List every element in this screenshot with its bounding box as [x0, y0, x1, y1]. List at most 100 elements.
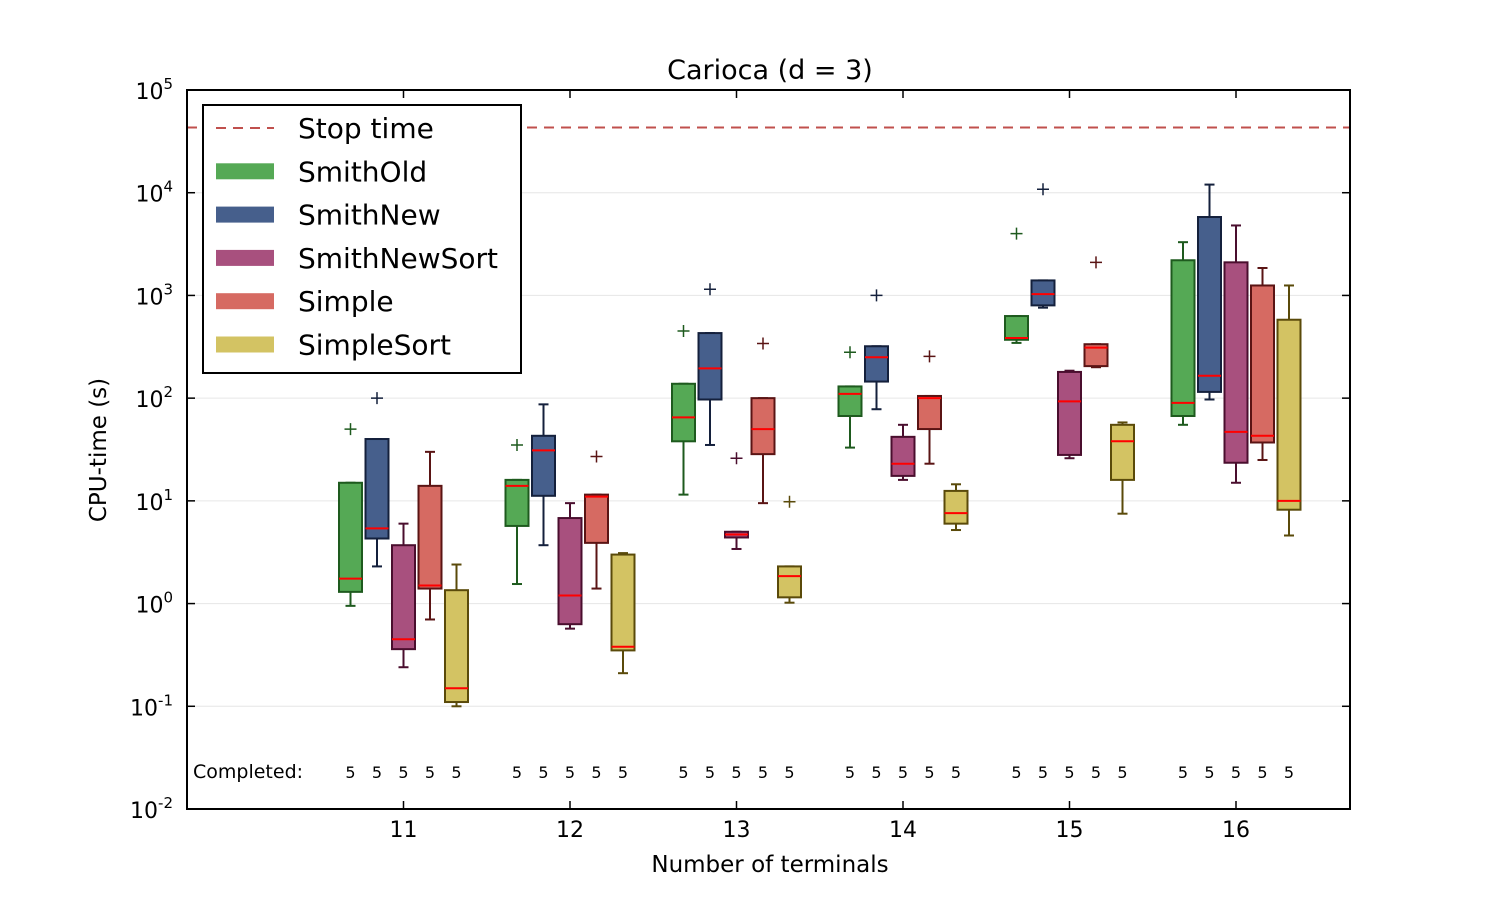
box-body: [1223, 261, 1249, 464]
completed-count: 5: [1117, 763, 1127, 782]
box-smithold-16: [1170, 241, 1196, 426]
legend-item: SimpleSort: [216, 329, 451, 362]
box-smithnew-13: [697, 283, 723, 446]
completed-count: 5: [1231, 763, 1241, 782]
box-plots: [338, 183, 1302, 708]
completed-count: 5: [1038, 763, 1048, 782]
outlier-marker: [844, 346, 856, 359]
completed-count: 5: [425, 763, 435, 782]
y-tick-label: 103: [135, 280, 173, 310]
legend-label: SimpleSort: [298, 329, 451, 362]
box-smithnew-12: [531, 403, 556, 547]
y-tick-label: 10-1: [130, 691, 173, 721]
box-body: [697, 332, 723, 401]
box-simplesort-12: [610, 552, 636, 675]
outlier-marker: [757, 337, 769, 350]
outlier-marker: [371, 392, 383, 405]
box-body: [1057, 370, 1082, 456]
outlier-marker: [677, 325, 690, 338]
legend-item: SmithNew: [216, 199, 441, 232]
outlier-marker: [704, 283, 716, 296]
box-body: [364, 438, 390, 540]
box-body: [504, 478, 530, 527]
box-smithold-13: [671, 325, 696, 496]
box-smithnew-16: [1197, 183, 1222, 401]
box-body: [1250, 284, 1275, 444]
completed-count: 5: [1091, 763, 1101, 782]
box-body: [391, 544, 416, 651]
legend-item: SmithOld: [216, 155, 427, 188]
box-body: [531, 434, 556, 497]
legend-label: SmithOld: [298, 155, 427, 188]
completed-count: 5: [618, 763, 628, 782]
box-simple-14: [917, 350, 942, 465]
outlier-marker: [511, 438, 523, 451]
completed-count: 5: [1011, 763, 1021, 782]
completed-count: 5: [1284, 763, 1294, 782]
box-body: [864, 345, 889, 383]
box-body: [777, 565, 802, 599]
completed-count: 5: [1178, 763, 1188, 782]
box-body: [1030, 279, 1056, 307]
legend-label: Simple: [298, 285, 394, 318]
legend-label: SmithNewSort: [298, 242, 498, 275]
completed-count: 5: [1064, 763, 1074, 782]
completed-count: 5: [591, 763, 601, 782]
box-smithnew-14: [864, 289, 889, 411]
chart-title: Carioca (d = 3): [667, 55, 873, 86]
completed-label: Completed:: [193, 761, 303, 783]
box-smithnewsort-15: [1057, 369, 1082, 460]
box-simple-12: [584, 450, 609, 590]
box-simplesort-16: [1276, 284, 1302, 537]
box-body: [1197, 216, 1222, 393]
outlier-marker: [344, 423, 357, 436]
completed-row: Completed: 5 5 5 5 5 55 5 5 5 5 55 5 5 5 5 55 5 5 5 5 55 5 5 5 5…: [193, 761, 1294, 783]
box-simple-11: [417, 450, 443, 621]
box-body: [837, 385, 863, 418]
box-smithnewsort-12: [557, 502, 583, 630]
legend-frame: [202, 104, 522, 374]
y-tick-label: 10-2: [130, 794, 173, 824]
outlier-marker: [590, 450, 603, 463]
completed-count: 5: [678, 763, 688, 782]
box-body: [610, 553, 636, 652]
box-body: [917, 394, 942, 431]
x-tick-label: 13: [723, 818, 751, 843]
box-smithold-14: [837, 346, 863, 449]
legend-patch-swatch: [216, 206, 274, 223]
box-body: [557, 517, 583, 626]
box-body: [1004, 315, 1029, 341]
legend-patch-swatch: [216, 163, 274, 180]
y-tick-label: 104: [135, 178, 173, 208]
legend-item: Stop time: [216, 112, 434, 145]
completed-count: 5: [1204, 763, 1214, 782]
box-smithold-12: [504, 438, 530, 586]
completed-count: 5: [758, 763, 768, 782]
completed-count: 5: [898, 763, 908, 782]
outlier-marker: [1037, 183, 1049, 196]
completed-count: 5: [871, 763, 881, 782]
plot-area-frame: [186, 89, 1351, 810]
box-smithold-15: [1004, 227, 1029, 344]
box-simple-16: [1250, 266, 1275, 461]
box-smithnewsort-13: [724, 452, 749, 550]
box-smithnew-15: [1030, 183, 1056, 309]
x-tick-label: 12: [556, 818, 584, 843]
x-tick-label: 15: [1056, 818, 1084, 843]
box-body: [1170, 259, 1196, 418]
box-smithnew-11: [364, 392, 390, 568]
y-tick-label: 100: [135, 589, 173, 619]
box-body: [890, 435, 916, 477]
completed-count: 5: [565, 763, 575, 782]
box-body: [750, 397, 776, 456]
outlier-marker: [923, 350, 936, 363]
completed-count: 5: [705, 763, 715, 782]
box-body: [943, 489, 969, 525]
outlier-marker: [783, 495, 796, 508]
outlier-marker: [730, 452, 743, 465]
completed-count: 5: [924, 763, 934, 782]
box-body: [1276, 318, 1302, 511]
box-body: [1110, 423, 1135, 481]
outlier-marker: [1090, 256, 1102, 269]
